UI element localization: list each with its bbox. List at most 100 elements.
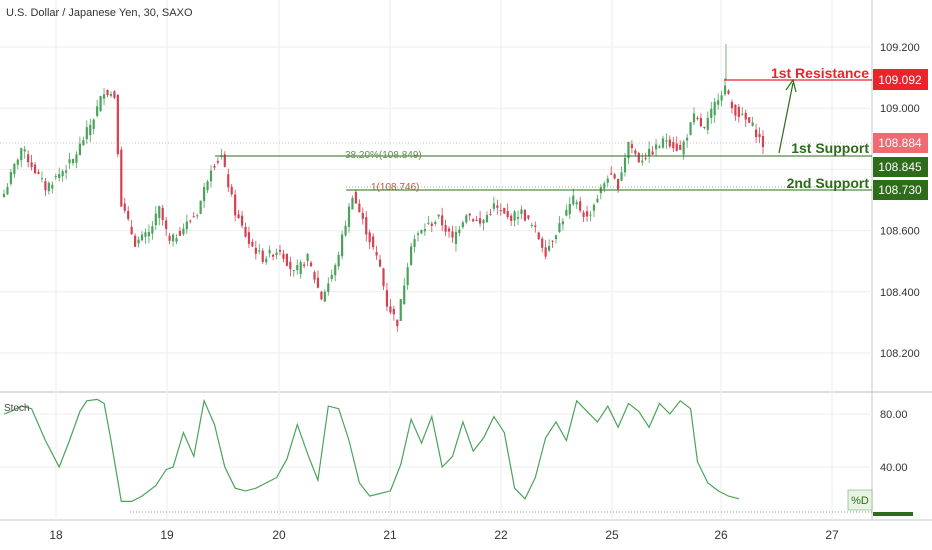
- candle: [82, 136, 85, 146]
- candle: [330, 269, 333, 282]
- candle: [261, 248, 264, 264]
- candle: [506, 203, 509, 220]
- candle: [147, 224, 150, 244]
- stoch-axis-ticks: 80.00 40.00: [880, 409, 908, 474]
- candle: [489, 209, 492, 216]
- candle: [216, 157, 219, 165]
- candle: [182, 223, 185, 237]
- candle: [561, 218, 564, 231]
- candle: [347, 203, 351, 233]
- candle: [171, 233, 175, 247]
- stoch-legend-label: %D: [851, 495, 869, 507]
- candle: [13, 163, 16, 178]
- support2-label: 2nd Support: [787, 175, 870, 191]
- candle: [68, 152, 71, 169]
- candle: [265, 255, 268, 265]
- candle: [692, 107, 696, 126]
- candle: [134, 233, 137, 248]
- candle: [451, 225, 454, 243]
- candle: [717, 93, 720, 110]
- candle: [140, 231, 144, 242]
- stoch-tick-label: 80.00: [880, 409, 908, 421]
- support2-price-badge: [873, 180, 928, 200]
- candle: [20, 147, 23, 168]
- candle: [537, 231, 540, 241]
- candle: [192, 211, 195, 218]
- current-price-badge: [873, 133, 928, 153]
- candle: [579, 196, 582, 213]
- candle: [637, 151, 640, 163]
- candle: [58, 167, 61, 182]
- candle: [275, 248, 278, 260]
- candle: [520, 205, 523, 220]
- candle: [658, 144, 661, 149]
- candle: [416, 231, 420, 242]
- candle: [568, 196, 571, 220]
- candle: [47, 181, 50, 195]
- support2-price: 108.730: [878, 183, 922, 197]
- candle: [313, 270, 316, 284]
- candle: [686, 133, 689, 148]
- candle: [65, 164, 68, 180]
- candle: [410, 242, 413, 266]
- time-tick-label: 21: [383, 528, 397, 542]
- candle: [606, 175, 609, 187]
- candle: [37, 169, 40, 175]
- candle: [306, 252, 309, 267]
- candle: [641, 153, 644, 166]
- candle: [344, 220, 347, 237]
- candle: [648, 141, 651, 163]
- candle: [78, 136, 81, 156]
- candle: [720, 90, 723, 107]
- candle: [144, 228, 147, 244]
- candle: [254, 240, 257, 260]
- candle: [358, 199, 361, 213]
- price-tick-label: 109.000: [880, 103, 920, 115]
- candle: [544, 240, 547, 260]
- candle: [713, 98, 716, 123]
- fib-382-label: 38.20%(108.849): [345, 150, 422, 161]
- candle: [378, 254, 382, 268]
- candle: [589, 210, 592, 222]
- candle: [309, 260, 313, 268]
- candle: [209, 165, 213, 188]
- candle: [61, 169, 64, 182]
- price-tick-label: 108.600: [880, 226, 920, 238]
- candle: [196, 213, 199, 220]
- stoch-value-badge: [873, 512, 913, 516]
- candle: [151, 220, 154, 240]
- candle: [582, 210, 585, 222]
- candle: [303, 261, 306, 269]
- candle: [327, 277, 330, 296]
- candle: [316, 270, 320, 289]
- price-tick-label: 109.200: [880, 42, 920, 54]
- candle: [620, 166, 623, 182]
- candle: [230, 184, 233, 197]
- arrow-up-right-icon: [778, 78, 797, 154]
- candle: [458, 226, 461, 237]
- candle: [496, 199, 499, 215]
- time-axis-ticks[interactable]: 18 19 20 21 22 25 26 27: [49, 528, 839, 542]
- candle: [320, 290, 323, 301]
- candle: [292, 269, 295, 277]
- candle: [372, 233, 375, 251]
- candle: [710, 101, 713, 125]
- candle: [430, 221, 433, 233]
- candle: [206, 179, 209, 194]
- candle: [392, 305, 395, 321]
- candle: [623, 153, 627, 177]
- candle: [323, 289, 326, 303]
- candle: [102, 87, 106, 106]
- candle: [706, 111, 709, 135]
- candle: [437, 214, 440, 219]
- candle: [16, 158, 19, 170]
- candle: [644, 152, 647, 161]
- candle: [368, 229, 371, 250]
- candle: [668, 135, 671, 149]
- candle: [2, 189, 6, 198]
- candle: [554, 234, 558, 244]
- candle: [737, 104, 740, 123]
- candle: [672, 137, 675, 153]
- candle: [96, 99, 99, 118]
- resistance-price-badge: [873, 69, 928, 90]
